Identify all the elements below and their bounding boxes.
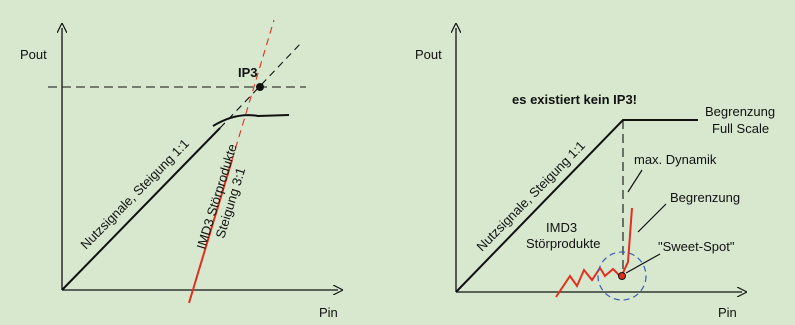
right-sweet-spot-circle [597,251,647,301]
left-ip3-label: IP3 [238,65,258,80]
left-useful-signal-line [61,127,221,291]
right-limit-full-scale-line2: Full Scale [712,121,769,136]
left-imd3-label-group: IMD3 Störprodukte Steigung 3:1 [194,142,249,251]
left-y-axis-label: Pout [20,47,47,62]
right-sweet-spot-label: "Sweet-Spot" [658,239,735,254]
left-useful-signal-label: Nutzsignale, Steigung 1:1 [77,136,192,252]
right-sweet-spot-pointer [625,253,661,274]
left-useful-signal-extrapolation [219,41,303,129]
right-limit-full-scale-line1: Begrenzung [705,104,775,119]
left-ip3-point [256,83,264,91]
left-panel: Pout Pin IP3 Nutzsignale, Steigung 1:1 I… [20,19,338,320]
left-imd3-line [188,159,233,304]
right-max-dynamic-label: max. Dynamik [634,152,717,167]
left-x-axis-label: Pin [319,305,338,320]
right-max-dynamic-pointer [627,169,643,193]
right-limit-pointer [637,203,667,233]
left-imd3-extrapolation [231,19,275,161]
right-panel: Pout Pin es existiert kein IP3! Begrenzu… [415,28,775,320]
right-imd3-label-line1: IMD3 [546,220,577,235]
right-x-axis-label: Pin [718,305,737,320]
right-limit-label: Begrenzung [670,190,740,205]
right-headline: es existiert kein IP3! [512,92,637,107]
right-imd3-label-line2: Störprodukte [526,236,600,251]
right-sweet-spot-point [618,272,626,280]
right-y-axis-label: Pout [415,47,442,62]
left-compression-curve [212,114,290,127]
